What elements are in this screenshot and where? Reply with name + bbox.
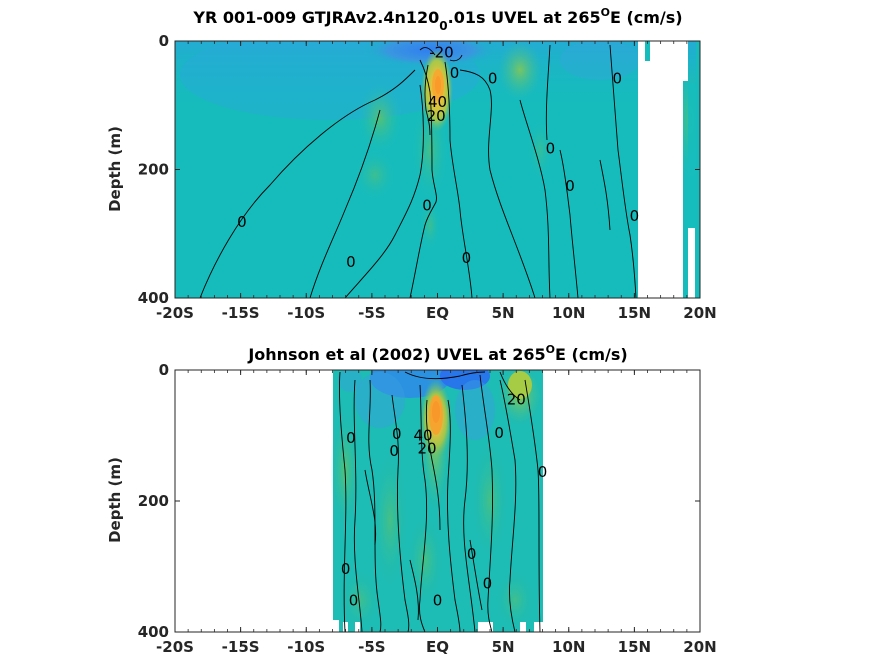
x-tick-label: -10S (287, 638, 325, 656)
contour-label: 0 (422, 196, 432, 214)
contour-label: 0 (450, 64, 460, 82)
contour-label: 20 (507, 390, 526, 408)
contour-label: 0 (494, 424, 504, 442)
x-tick-label: 10N (552, 304, 585, 322)
contour-label: 0 (467, 545, 477, 563)
x-tick-label: -20S (156, 638, 194, 656)
contour-label: 0 (341, 560, 351, 578)
contour-label: 0 (392, 425, 402, 443)
contour-label: 0 (462, 249, 472, 267)
x-tick-label: -10S (287, 304, 325, 322)
panel-2-contours (339, 371, 541, 632)
x-tick-label: 20N (683, 304, 716, 322)
contour-label: 0 (613, 69, 623, 87)
y-tick-label: 200 (138, 161, 169, 179)
x-tick-label: 15N (618, 638, 651, 656)
contour-label: 0 (630, 207, 640, 225)
panel-2-field (330, 370, 543, 632)
x-tick-label: -15S (222, 638, 260, 656)
x-tick-label: 20N (683, 638, 716, 656)
y-tick-label: 200 (138, 492, 169, 510)
y-tick-label: 400 (138, 623, 169, 641)
x-tick-label: -5S (358, 304, 385, 322)
contour-label: 0 (349, 592, 359, 610)
contour-label: 40 (414, 427, 433, 445)
y-tick-label: 400 (138, 289, 169, 307)
contour-label: 0 (546, 139, 556, 157)
x-tick-label: -5S (358, 638, 385, 656)
panel-1: YR 001-009 GTJRAv2.4n1200.01s UVEL at 26… (106, 6, 717, 322)
panel-2-title: Johnson et al (2002) UVEL at 265OE (cm/s… (247, 343, 627, 364)
contour-label: 0 (346, 429, 356, 447)
y-tick-label: 0 (159, 32, 169, 50)
contour-label: 0 (389, 442, 399, 460)
panel-1-contours (199, 44, 637, 298)
contour-label: 0 (433, 592, 443, 610)
contour-label: 20 (417, 440, 436, 458)
contour-label: 20 (427, 107, 446, 125)
contour-label: 0 (483, 575, 493, 593)
x-tick-label: -20S (156, 304, 194, 322)
x-tick-label: 5N (492, 304, 515, 322)
x-tick-label: EQ (426, 638, 449, 656)
contour-label: 0 (565, 177, 575, 195)
contour-label: 0 (237, 213, 247, 231)
x-tick-label: 10N (552, 638, 585, 656)
panel-1-field (175, 41, 700, 298)
panel-2-xticks: -20S -15S -10S -5S EQ 5N 10N 15N 20N (156, 370, 717, 656)
panel-2: Johnson et al (2002) UVEL at 265OE (cm/s… (106, 343, 717, 656)
contour-label: 0 (538, 463, 548, 481)
x-tick-label: -15S (222, 304, 260, 322)
x-tick-label: EQ (426, 304, 449, 322)
contour-label: 0 (346, 253, 356, 271)
contour-label: 40 (428, 93, 447, 111)
panel-1-ylabel: Depth (m) (106, 126, 124, 212)
x-tick-label: 15N (618, 304, 651, 322)
panel-1-mask (638, 41, 683, 298)
x-tick-label: 5N (492, 638, 515, 656)
panel-1-title: YR 001-009 GTJRAv2.4n1200.01s UVEL at 26… (192, 6, 682, 33)
contour-label: 0 (488, 69, 498, 87)
contour-label: -20 (429, 44, 454, 62)
y-tick-label: 0 (159, 361, 169, 379)
panel-1-xticks: -20S -15S -10S -5S EQ 5N 10N 15N 20N (156, 41, 717, 322)
panel-2-ylabel: Depth (m) (106, 457, 124, 543)
